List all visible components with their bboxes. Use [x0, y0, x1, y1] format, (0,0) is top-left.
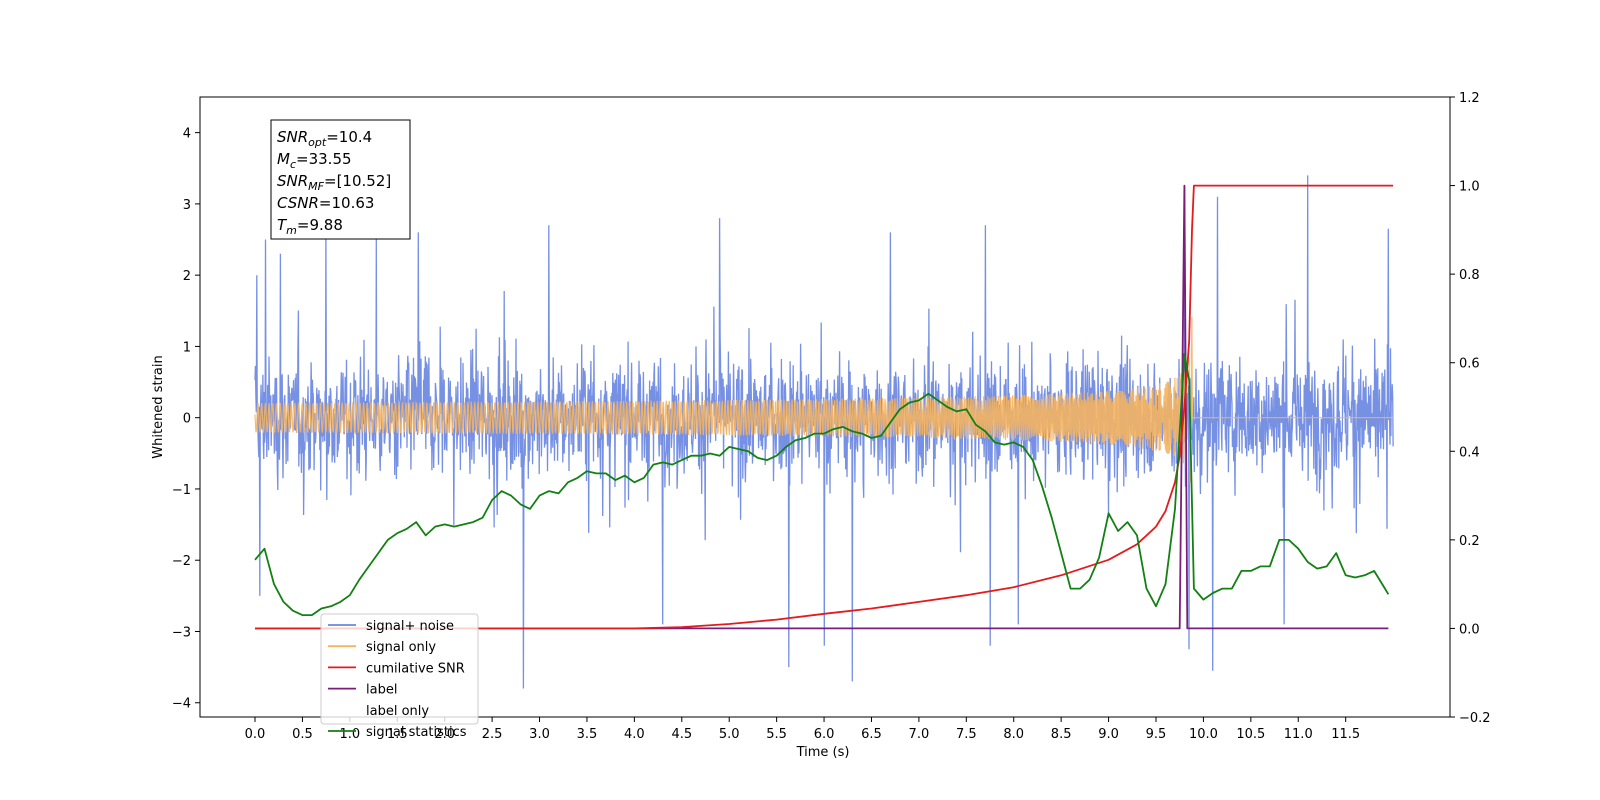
y-tick-label: 3: [183, 198, 191, 213]
y2-tick-label: 0.0: [1459, 622, 1480, 637]
legend: signal+ noise signal only cumilative SNR la…: [320, 613, 479, 740]
x-tick-label: 6.5: [861, 727, 882, 742]
y-tick-label: 0: [183, 412, 191, 427]
y2-tick-label: 1.2: [1459, 91, 1480, 106]
x-tick-label: 7.5: [956, 727, 977, 742]
legend-frame: [320, 613, 479, 725]
x-tick-label: 3.0: [529, 727, 550, 742]
x-tick-label: 2.0: [434, 727, 455, 742]
y2-tick-label: −0.2: [1459, 711, 1491, 726]
stats-annotation-box: SNRopt=10.4Mc=33.55SNRMF=[10.52]CSNR=10.…: [270, 119, 411, 240]
y-tick-label: 1: [183, 340, 191, 355]
y2-tick-label: 0.6: [1459, 357, 1480, 372]
x-tick-label: 7.0: [909, 727, 930, 742]
y2-tick-label: 0.4: [1459, 445, 1480, 460]
x-tick-label: 3.5: [577, 727, 598, 742]
annotation-line: SNRMF=[10.52]: [277, 172, 391, 193]
annotation-line: Tm=9.88: [277, 216, 343, 237]
y2-tick-label: 0.8: [1459, 268, 1480, 283]
annotation-box-frame: [270, 119, 411, 240]
plot-area: [254, 175, 1394, 689]
x-tick-label: 0.5: [292, 727, 313, 742]
series-label-line: [255, 184, 1389, 630]
x-tick-label: 10.5: [1236, 727, 1265, 742]
series-signal-only-line: [254, 317, 1394, 483]
x-tick-label: 11.5: [1331, 727, 1360, 742]
legend-entry: signal only: [366, 640, 436, 655]
y-tick-label: −3: [172, 625, 191, 640]
x-tick-label: 10.0: [1189, 727, 1218, 742]
y-axis-title: Whitened strain: [151, 355, 166, 458]
x-tick-label: 5.5: [766, 727, 787, 742]
annotation-line: CSNR=10.63: [277, 194, 374, 212]
y-tick-label: −4: [172, 697, 191, 712]
annotation-line: SNRopt=10.4: [277, 128, 372, 149]
legend-entry: signal+ noise: [366, 619, 454, 634]
y-axis-left: −4 −3 −2 −1 0 1 2 3 4: [172, 127, 200, 712]
y-tick-label: −1: [172, 483, 191, 498]
y2-tick-label: 0.2: [1459, 534, 1480, 549]
y-tick-label: −2: [172, 554, 191, 569]
legend-entry: label: [366, 683, 397, 698]
x-tick-label: 1.0: [340, 727, 361, 742]
x-tick-label: 8.5: [1051, 727, 1072, 742]
x-tick-label: 11.0: [1284, 727, 1313, 742]
x-tick-label: 4.5: [671, 727, 692, 742]
x-tick-label: 4.0: [624, 727, 645, 742]
x-tick-label: 5.0: [719, 727, 740, 742]
y2-tick-label: 1.0: [1459, 180, 1480, 195]
x-axis-title: Time (s): [796, 745, 850, 760]
x-tick-label: 0.0: [245, 727, 266, 742]
series-signal-statistics-line: [254, 352, 1390, 616]
y-tick-label: 4: [183, 127, 191, 142]
series-cumulative-snr-line: [255, 184, 1394, 630]
x-tick-label: 9.5: [1146, 727, 1167, 742]
axes-frame: [199, 96, 1451, 718]
x-tick-label: 1.5: [387, 727, 408, 742]
x-tick-label: 2.5: [482, 727, 503, 742]
y-tick-label: 2: [183, 269, 191, 284]
x-tick-label: 9.0: [1098, 727, 1119, 742]
legend-entry: signal statistics: [366, 725, 467, 740]
y-axis-right: −0.2 0.0 0.2 0.4 0.6 0.8 1.0 1.2: [1450, 91, 1491, 726]
annotation-line: Mc=33.55: [277, 150, 352, 171]
x-tick-label: 8.0: [1003, 727, 1024, 742]
series-signal-noise-line: [254, 175, 1394, 689]
legend-entry: label only: [366, 704, 429, 719]
x-tick-label: 6.0: [814, 727, 835, 742]
legend-entry: cumilative SNR: [366, 661, 465, 676]
